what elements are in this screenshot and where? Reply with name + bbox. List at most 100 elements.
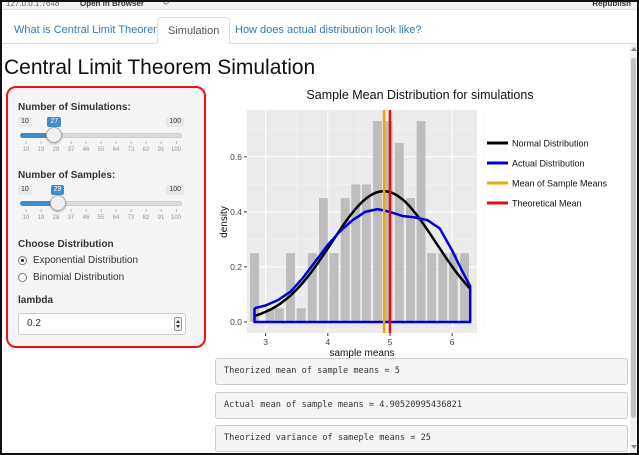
slider-tick-label: 64: [113, 141, 119, 156]
slider-max-value: 100: [166, 117, 184, 127]
slider-tick-label: 28: [53, 209, 59, 224]
output-theorized-mean: Theorized mean of sample means = 5: [215, 358, 628, 385]
slider-tick-label: 100: [171, 209, 181, 224]
axes: 3 4 5 6 0.0 0.2 0.4 0.6: [230, 152, 455, 347]
slider-min-value: 10: [18, 117, 32, 127]
slider-tick-label: 46: [83, 209, 89, 224]
refresh-icon[interactable]: ⟳: [163, 0, 171, 7]
histogram-bar: [307, 253, 317, 322]
slider-tick-label: 73: [128, 209, 134, 224]
histogram-bar: [296, 308, 306, 322]
samples-slider[interactable]: 10 100 29 10 19 28 37 46 55 64 73 82 91 100: [18, 185, 184, 225]
tab-actual-distribution[interactable]: How does actual distribution look like?: [235, 24, 422, 36]
spinner-up-icon[interactable]: [176, 320, 180, 323]
lambda-label: lambda: [18, 295, 54, 306]
tab-simulation[interactable]: Simulation: [157, 17, 231, 44]
normal-distribution-curve: [254, 189, 472, 318]
y-tick-label: 0.4: [230, 207, 242, 217]
radio-binomial-label: Binomial Distribution: [33, 272, 125, 283]
chart-legend: Normal Distribution Actual Distribution Me…: [487, 139, 608, 209]
histogram-bars: [250, 121, 470, 322]
publish-button[interactable]: Republish: [592, 0, 631, 8]
slider-ticks: 10 19 28 37 46 55 64 73 82 91 100: [18, 209, 184, 224]
slider-tick-label: 19: [38, 209, 44, 224]
y-tick-label: 0.0: [230, 317, 242, 327]
slider-min-value: 10: [18, 185, 32, 195]
histogram-bar: [250, 253, 259, 322]
x-axis-label: sample means: [329, 348, 394, 359]
slider-tick-label: 28: [53, 141, 59, 156]
radio-unchecked-icon[interactable]: [18, 273, 27, 282]
histogram-bar: [383, 121, 393, 322]
number-spinner-icon[interactable]: [174, 317, 182, 331]
histogram-bar: [427, 253, 437, 322]
legend-label: Normal Distribution: [512, 139, 589, 149]
slider-tick-label: 37: [68, 209, 74, 224]
slider-handle[interactable]: [49, 195, 66, 211]
slider-fill: [20, 133, 55, 138]
open-in-browser-button[interactable]: Open in Browser: [80, 0, 145, 8]
distribution-label: Choose Distribution: [18, 239, 114, 250]
slider-fill: [20, 201, 58, 206]
spinner-down-icon[interactable]: [176, 325, 180, 328]
slider-tick-label: 73: [128, 141, 134, 156]
histogram-bar: [361, 184, 371, 322]
slider-tick-label: 91: [158, 141, 164, 156]
x-tick-label: 4: [325, 337, 330, 347]
slider-tick-label: 10: [23, 141, 29, 156]
sample-mean-chart: Sample Mean Distribution for simulations…: [219, 88, 608, 359]
histogram-bar: [274, 308, 284, 322]
slider-tick-label: 82: [143, 141, 149, 156]
y-tick-label: 0.6: [230, 152, 242, 162]
tab-what-is-clt[interactable]: What is Central Limit Theorem: [14, 24, 163, 36]
slider-ticks: 10 19 28 37 46 55 64 73 82 91 100: [18, 141, 184, 156]
histogram-bar: [406, 198, 415, 322]
slider-tick-label: 82: [143, 209, 149, 224]
histogram-bar: [438, 253, 448, 322]
legend-label: Theoretical Mean: [512, 199, 582, 209]
lambda-value: 0.2: [27, 318, 41, 329]
tab-bar: What is Central Limit Theorem Simulation…: [0, 10, 639, 44]
radio-binomial[interactable]: Binomial Distribution: [18, 272, 124, 283]
slider-tick-label: 19: [38, 141, 44, 156]
slider-tick-label: 55: [98, 141, 104, 156]
simulations-slider[interactable]: 10 100 27 10 19 28 37 46 55 64 73 82 91 100: [18, 117, 184, 157]
slider-tick-label: 55: [98, 209, 104, 224]
scroll-down-icon[interactable]: [631, 445, 637, 449]
slider-current-value: 27: [47, 117, 62, 127]
histogram-bar: [265, 308, 275, 322]
histogram-bar: [286, 253, 295, 322]
histogram-bar: [340, 198, 350, 322]
samples-label: Number of Samples:: [18, 170, 116, 181]
slider-tick-label: 37: [68, 141, 74, 156]
legend-label: Mean of Sample Means: [512, 179, 608, 189]
browser-url[interactable]: 127.0.0.1:7648: [6, 0, 60, 8]
radio-exponential-label: Exponential Distribution: [33, 255, 139, 266]
x-tick-label: 3: [263, 337, 268, 347]
legend-label: Actual Distribution: [512, 159, 585, 169]
slider-handle[interactable]: [46, 127, 63, 143]
scrollbar-thumb[interactable]: [631, 58, 636, 418]
histogram-bar: [394, 143, 404, 322]
histogram-bar: [460, 253, 470, 322]
slider-tick-label: 46: [83, 141, 89, 156]
slider-tick-label: 10: [23, 209, 29, 224]
radio-checked-icon[interactable]: [18, 256, 27, 265]
y-tick-label: 0.2: [230, 262, 242, 272]
histogram-bar: [319, 198, 328, 322]
sidebar-panel: Number of Simulations: 10 100 27 10 19 28 3…: [6, 86, 206, 348]
radio-exponential[interactable]: Exponential Distribution: [18, 255, 138, 266]
series-lines: [253, 110, 472, 333]
slider-tick-label: 91: [158, 209, 164, 224]
slider-max-value: 100: [166, 185, 184, 195]
slider-tick-label: 100: [171, 141, 181, 156]
slider-tick-label: 64: [113, 209, 119, 224]
histogram-bar: [329, 253, 339, 322]
histogram-bar: [448, 253, 458, 322]
lambda-input[interactable]: 0.2: [18, 313, 186, 335]
x-tick-label: 6: [450, 337, 455, 347]
x-tick-label: 5: [388, 337, 393, 347]
scroll-up-icon[interactable]: [631, 47, 637, 51]
histogram-bar: [351, 184, 361, 322]
browser-toolbar: 127.0.0.1:7648 Open in Browser ⟳ Republi…: [0, 0, 639, 10]
